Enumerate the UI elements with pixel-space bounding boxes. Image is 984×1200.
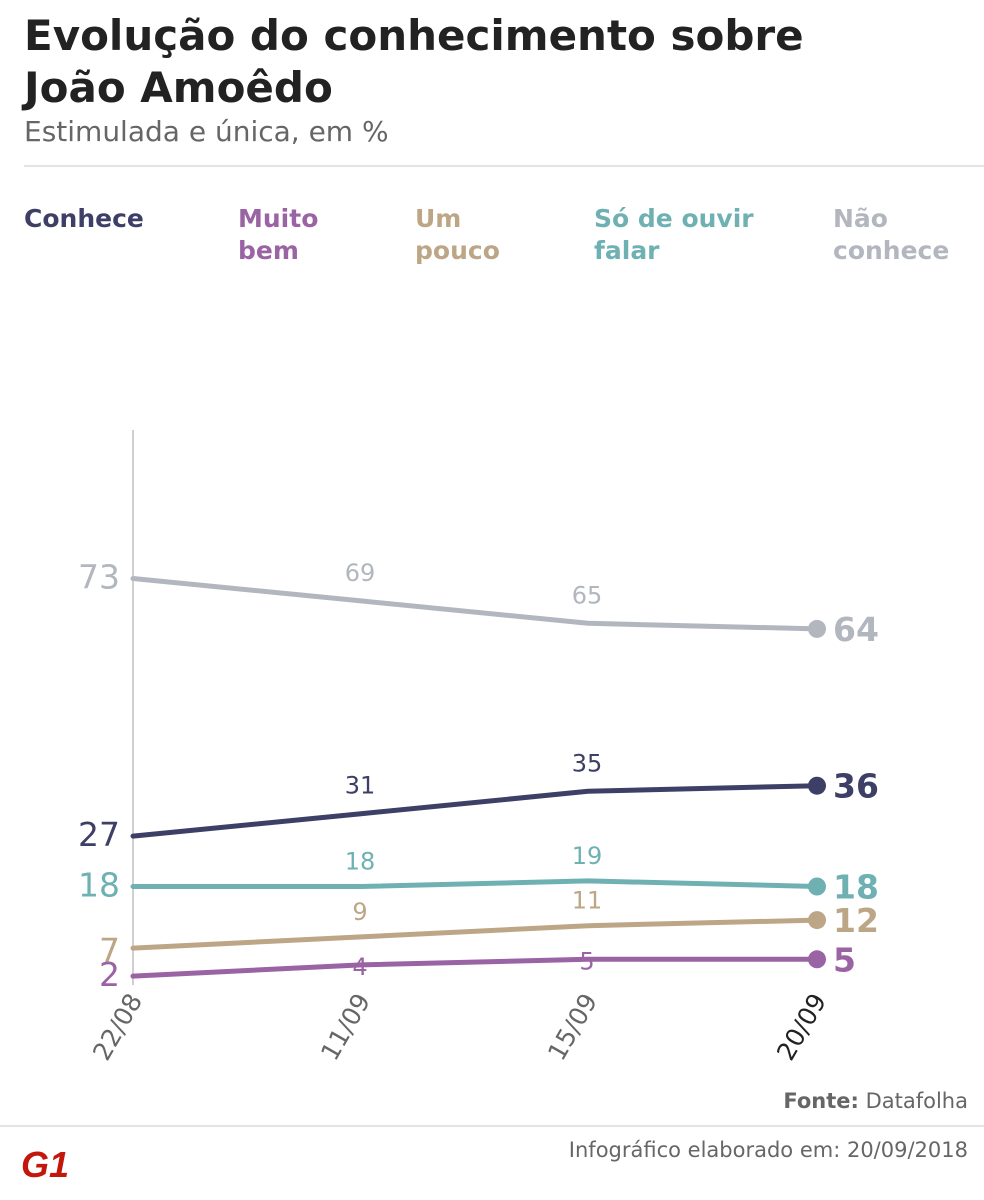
series-end-point-nao-conhece: [808, 619, 826, 638]
series-end-point-so-de-ouvir-falar: [808, 877, 826, 896]
data-label-nao-conhece-2: 65: [572, 581, 603, 609]
data-label-conhece-1: 31: [345, 772, 376, 800]
data-label-conhece-end: 36: [833, 767, 879, 806]
credit-note: Infográfico elaborado em: 20/09/2018: [568, 1138, 968, 1162]
data-label-conhece-2: 35: [572, 749, 603, 777]
data-label-um-pouco-1: 9: [352, 898, 367, 926]
data-label-muito-bem-2: 5: [579, 947, 594, 975]
series-line-um-pouco: [130, 917, 820, 951]
source-value: Datafolha: [865, 1089, 968, 1113]
series-end-point-um-pouco: [808, 911, 826, 930]
x-tick-label: 11/09: [315, 989, 376, 1066]
data-label-um-pouco-2: 11: [572, 887, 603, 915]
series-line-muito-bem: [130, 956, 820, 979]
top-divider: [24, 165, 984, 167]
chart-title: Evolução do conhecimento sobre João Amoê…: [24, 11, 804, 112]
chart-subtitle: Estimulada e única, em %: [24, 115, 389, 148]
series-end-point-conhece: [808, 776, 826, 795]
legend-nao-conhece: Não conhece: [833, 204, 950, 265]
data-label-nao-conhece-start: 73: [78, 558, 120, 597]
data-label-so-de-ouvir-falar-end: 18: [833, 868, 879, 907]
data-label-muito-bem-start: 2: [99, 955, 120, 994]
data-label-so-de-ouvir-falar-1: 18: [345, 848, 376, 876]
data-label-so-de-ouvir-falar-start: 18: [78, 866, 120, 905]
legend-um-pouco: Um pouco: [415, 204, 500, 265]
g1-logo-text: G1: [21, 1146, 69, 1182]
x-tick-label: 15/09: [542, 989, 603, 1066]
data-label-so-de-ouvir-falar-2: 19: [572, 842, 603, 870]
g1-logo: G1: [15, 1146, 75, 1182]
data-label-um-pouco-end: 12: [833, 901, 879, 940]
series-line-nao-conhece: [130, 576, 820, 632]
legend-muito-bem: Muito bem: [238, 204, 319, 265]
data-label-conhece-start: 27: [78, 815, 120, 854]
data-label-muito-bem-end: 5: [833, 940, 856, 979]
legend-conhece: Conhece: [24, 204, 144, 233]
data-label-nao-conhece-end: 64: [833, 610, 879, 649]
data-label-nao-conhece-1: 69: [345, 559, 376, 587]
x-tick-label: 20/09: [771, 989, 832, 1066]
data-label-um-pouco-start: 7: [99, 931, 120, 970]
data-label-muito-bem-1: 4: [352, 953, 367, 981]
source-note: Fonte: Datafolha: [783, 1089, 968, 1113]
series-line-so-de-ouvir-falar: [130, 878, 820, 889]
source-label: Fonte:: [783, 1089, 859, 1113]
x-tick-label: 22/08: [87, 989, 148, 1066]
series-end-point-muito-bem: [808, 950, 826, 969]
legend-so-de-ouvir-falar: Só de ouvir falar: [594, 204, 754, 265]
series-line-conhece: [130, 783, 820, 839]
bottom-divider: [0, 1125, 984, 1127]
